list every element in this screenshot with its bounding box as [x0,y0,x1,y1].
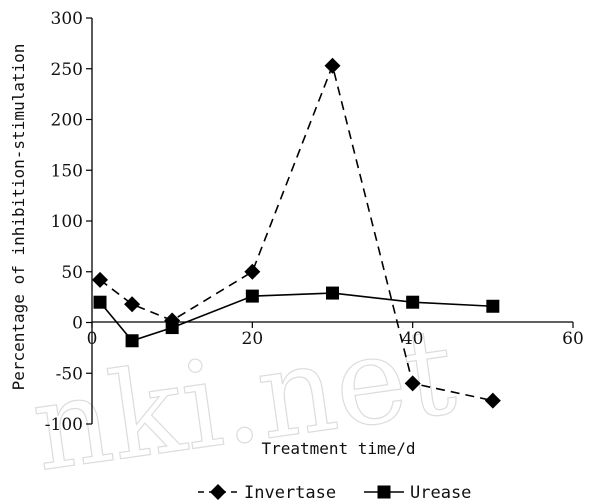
y-tick-label: -50 [56,364,83,384]
y-tick-label: 50 [61,263,83,283]
legend-label-invertase: Invertase [244,483,336,503]
point-invertase [404,375,421,392]
point-urease [486,299,500,313]
x-tick-label: 40 [402,329,424,349]
series-urease [93,286,500,348]
y-tick-label: 200 [51,111,83,131]
x-tick-label: 20 [242,329,264,349]
point-urease [165,321,179,335]
x-tick-label: 0 [87,329,98,349]
point-invertase [92,271,109,288]
x-axis-ticks: 0 20 40 60 [87,322,584,349]
y-tick-label: 300 [51,9,83,29]
y-tick-label: 0 [72,314,83,334]
point-urease [406,295,420,309]
legend-marker-invertase [210,484,226,500]
legend-item-urease: Urease [364,483,471,503]
point-urease [125,334,139,348]
point-invertase [244,263,261,280]
y-axis-ticks: -100 -50 0 50 100 150 200 250 300 [45,9,92,435]
y-tick-label: 250 [51,60,83,80]
y-tick-label: 150 [51,161,83,181]
y-tick-label: -100 [45,415,83,435]
legend-label-urease: Urease [410,483,471,503]
point-invertase [124,296,141,313]
legend-marker-urease [377,485,391,499]
series-layer [92,57,501,409]
x-tick-label: 60 [562,329,584,349]
point-invertase [324,57,341,74]
point-urease [245,289,259,303]
y-axis-title: Percentage of inhibition-stimulation [9,44,28,391]
legend: Invertase Urease [198,483,471,503]
point-invertase [484,392,501,409]
point-urease [326,286,339,300]
point-urease [93,295,107,309]
legend-item-invertase: Invertase [198,483,336,503]
y-tick-label: 100 [51,212,83,232]
x-axis-title: Treatment time/d [261,439,415,458]
